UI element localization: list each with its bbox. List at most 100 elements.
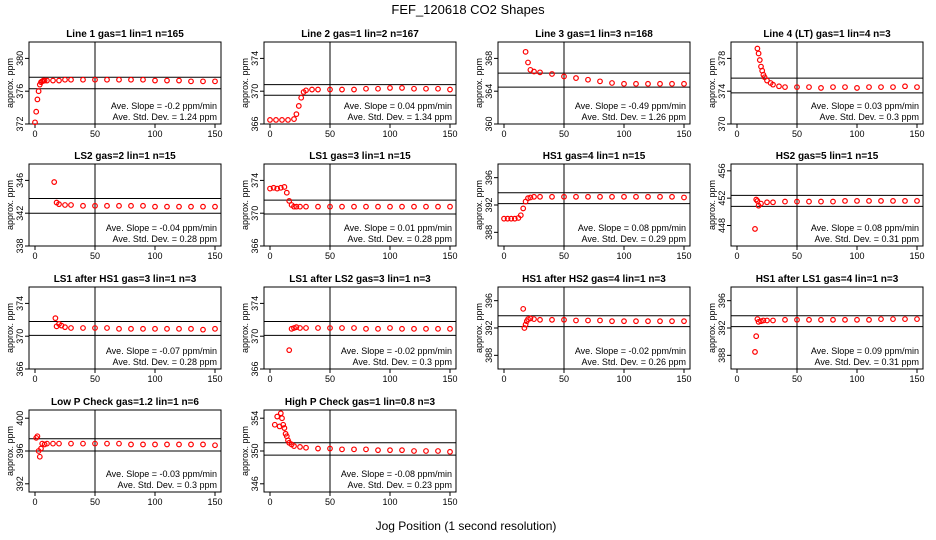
data-point [303,444,309,451]
y-tick-label: 370 [250,329,260,344]
x-tick-label: 50 [90,374,100,384]
data-point [62,76,68,83]
data-point [327,445,333,452]
data-point [753,333,760,340]
data-point [277,410,284,417]
data-point [297,444,303,450]
data-point [681,80,687,87]
data-point [501,215,507,222]
data-point [44,77,50,84]
y-tick-label: 360 [484,116,494,131]
data-point [35,88,42,95]
data-point [806,84,812,90]
data-point [818,198,824,205]
data-point [68,202,74,208]
data-point [423,325,429,332]
data-point [914,197,920,204]
x-tick-label: 150 [909,251,924,261]
x-tick-label: 100 [616,374,631,384]
data-point [212,78,218,85]
data-point [527,315,534,322]
data-point [280,421,287,428]
panel-title: Line 1 gas=1 lin=1 n=165 [66,29,184,40]
y-tick-label: 392 [484,320,494,335]
x-tick-label: 100 [382,497,397,507]
data-point [375,447,381,454]
data-point [375,325,381,332]
data-point [140,202,146,209]
x-tick-label: 100 [147,129,162,139]
data-point [267,185,273,192]
data-point [890,197,896,204]
data-point [152,325,158,332]
std-dev-annotation: Ave. Std. Dev. = 0.3 ppm [820,112,919,122]
data-point [842,197,848,204]
data-point [854,197,860,204]
x-tick-label: 50 [325,251,335,261]
std-dev-annotation: Ave. Std. Dev. = 0.3 ppm [118,480,217,490]
data-point [277,184,284,191]
data-point [188,78,194,85]
slope-annotation: Ave. Slope = 0.04 ppm/min [344,101,452,111]
x-tick-label: 50 [90,497,100,507]
data-point [399,203,405,210]
x-tick-label: 100 [382,129,397,139]
data-point [890,316,896,323]
y-tick-label: 350 [250,443,260,458]
data-point [68,76,74,83]
std-dev-annotation: Ave. Std. Dev. = 0.26 ppm [582,357,686,367]
data-point [854,316,860,323]
data-point [33,108,40,115]
data-point [281,184,288,190]
data-point [411,325,417,332]
data-point [435,448,441,454]
y-tick-label: 388 [717,348,727,363]
figure-x-label: Jog Position (1 second resolution) [376,519,557,533]
data-point [363,325,369,332]
data-point [669,318,675,325]
panel-title: HS1 after HS2 gas=4 lin=1 n=3 [522,274,666,285]
std-dev-annotation: Ave. Std. Dev. = 1.26 ppm [582,112,686,122]
data-point [56,201,62,208]
y-tick-label: 366 [250,238,260,253]
data-point [273,116,279,123]
data-point [504,215,511,222]
data-point [351,446,357,453]
x-tick-label: 50 [90,251,100,261]
data-point [782,198,788,205]
data-point [520,305,527,312]
y-axis-label: approx. ppm [5,180,15,230]
data-point [878,84,884,90]
y-tick-label: 392 [15,476,25,491]
data-point [681,318,687,325]
data-point [285,116,291,123]
panel-1: Line 1 gas=1 lin=1 n=165 0 50 100 150 372 376 3… [5,29,223,139]
std-dev-annotation: Ave. Std. Dev. = 0.28 ppm [348,234,452,244]
data-point [537,193,543,200]
data-point [200,203,206,210]
data-point [56,77,62,84]
data-point [293,324,300,331]
data-point [806,198,812,205]
data-point [298,94,305,101]
data-point [782,84,788,90]
data-point [68,440,74,447]
y-tick-label: 388 [484,225,494,240]
data-point [866,316,872,323]
data-point [522,48,529,55]
data-point [303,203,309,210]
data-point [633,193,639,200]
slope-annotation: Ave. Slope = -0.07 ppm/min [106,346,217,356]
data-point [794,198,800,205]
x-tick-label: 0 [267,251,272,261]
y-tick-label: 388 [484,348,494,363]
data-point [279,415,285,422]
x-tick-label: 100 [849,374,864,384]
data-point [80,440,86,447]
x-tick-label: 0 [501,129,506,139]
data-point [375,203,381,210]
data-point [753,196,760,203]
x-tick-label: 150 [207,129,222,139]
y-tick-label: 370 [250,84,260,99]
data-point [52,315,59,322]
